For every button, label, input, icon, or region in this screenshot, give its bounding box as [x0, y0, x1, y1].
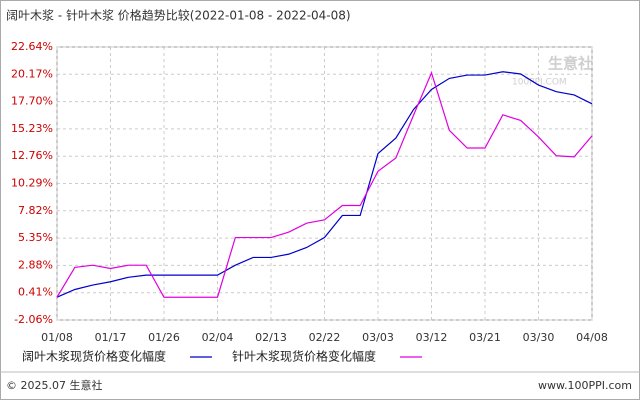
y-tick-label: 17.70% — [11, 95, 53, 108]
x-tick-label: 03/03 — [362, 331, 394, 344]
series-line — [56, 71, 593, 298]
y-tick-label: 20.17% — [11, 67, 53, 80]
y-tick-label: 5.35% — [18, 231, 53, 244]
x-tick-label: 03/21 — [469, 331, 501, 344]
series-line — [56, 71, 593, 298]
footer-right: www.100PPI.com — [538, 379, 632, 392]
x-tick-label: 02/22 — [309, 331, 341, 344]
x-tick-label: 01/17 — [95, 331, 127, 344]
y-tick-label: 15.23% — [11, 122, 53, 135]
watermark: 生意社 — [548, 55, 593, 73]
legend-label: 针叶木浆现货价格变化幅度 — [232, 349, 376, 364]
x-tick-label: 04/08 — [576, 331, 608, 344]
x-tick-label: 01/26 — [148, 331, 180, 344]
watermark: 100PPI.COM — [512, 78, 567, 88]
y-tick-label: 7.82% — [18, 204, 53, 217]
y-tick-label: 12.76% — [11, 149, 53, 162]
y-tick-label: 10.29% — [11, 177, 53, 190]
y-tick-label: 22.64% — [11, 40, 53, 53]
x-tick-label: 01/08 — [41, 331, 73, 344]
legend-label: 阔叶木浆现货价格变化幅度 — [22, 349, 166, 364]
y-tick-label: -2.06% — [14, 313, 53, 326]
x-tick-label: 03/30 — [523, 331, 555, 344]
y-tick-label: 2.88% — [18, 258, 53, 271]
y-tick-label: 0.41% — [18, 286, 53, 299]
footer-left: © 2025.07 生意社 — [6, 378, 102, 392]
x-tick-label: 02/04 — [202, 331, 234, 344]
x-tick-label: 02/13 — [255, 331, 287, 344]
x-tick-label: 03/12 — [416, 331, 448, 344]
chart-title: 阔叶木浆 - 针叶木浆 价格趋势比较(2022-01-08 - 2022-04-… — [6, 8, 351, 23]
